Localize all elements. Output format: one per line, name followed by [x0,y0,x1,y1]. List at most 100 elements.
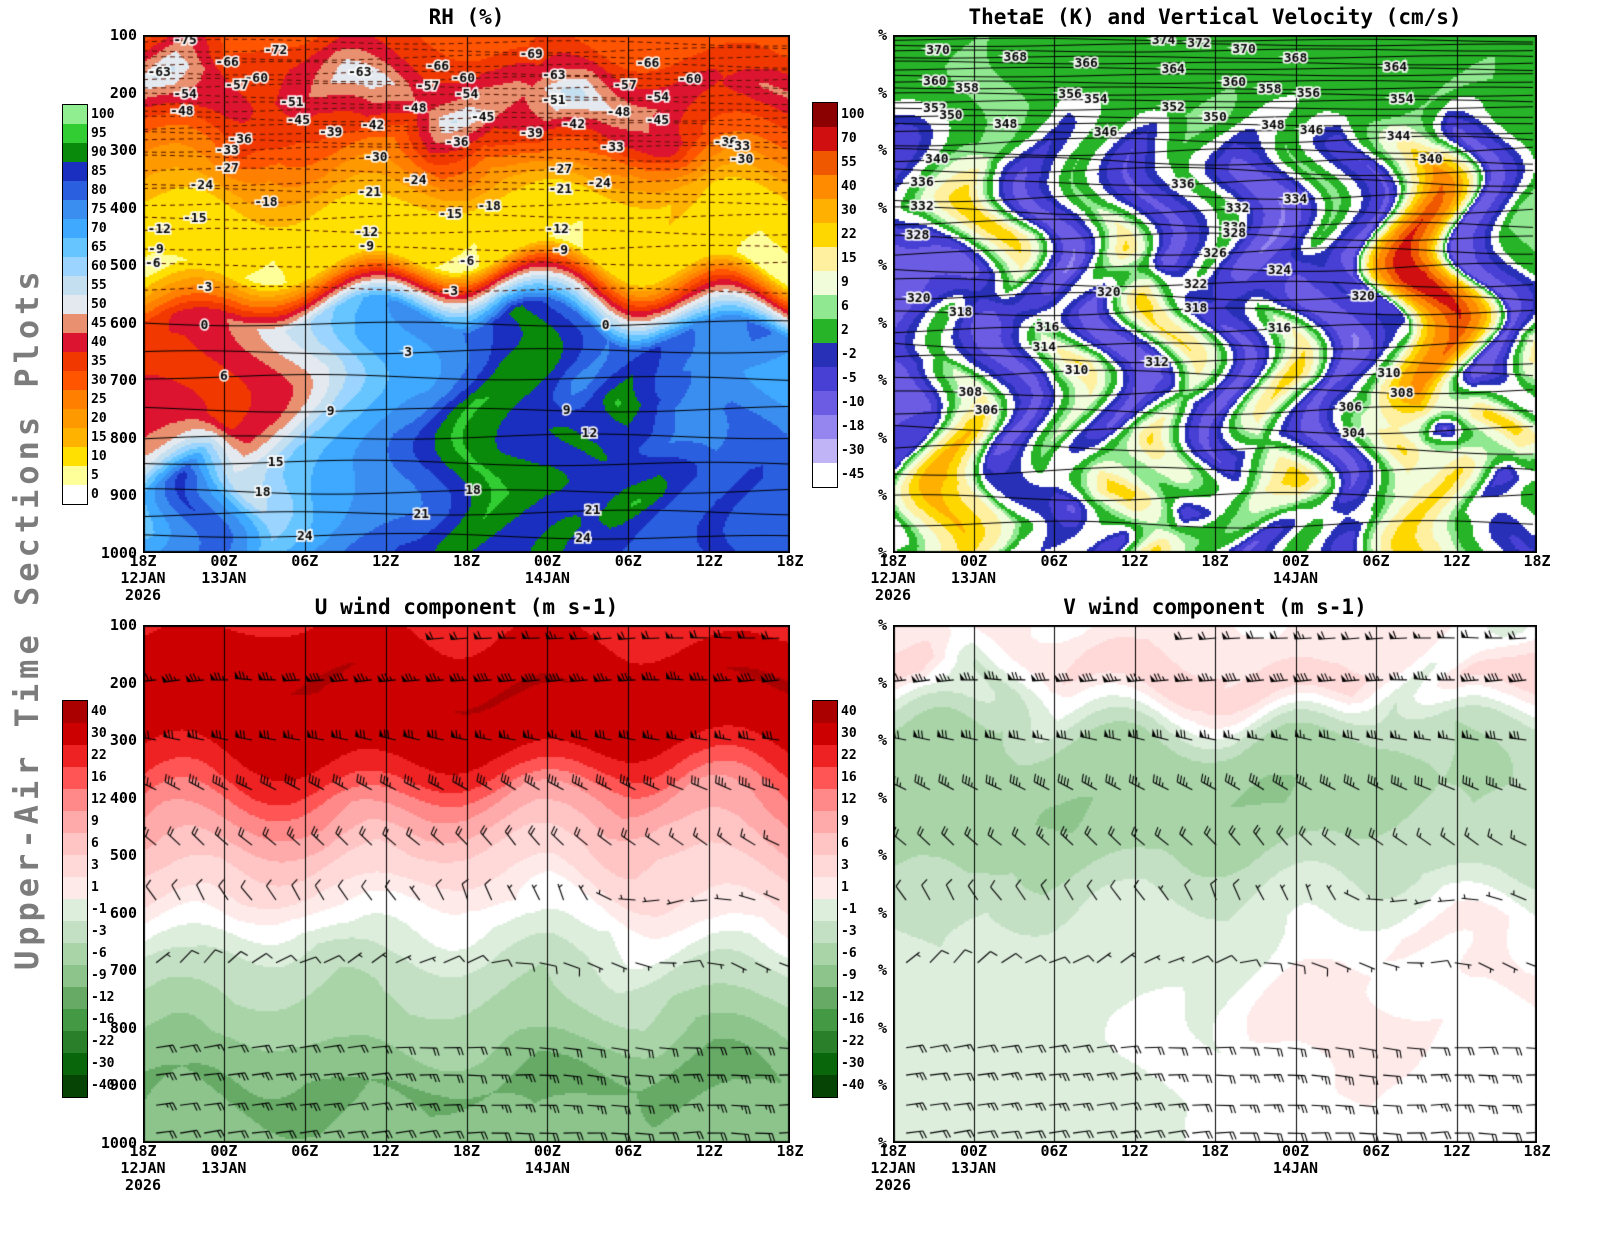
colorbar-cell [63,485,87,504]
colorbar-tick-label: -45 [841,467,865,482]
colorbar-cell [813,1009,837,1031]
colorbar-tick-label: -16 [91,1012,115,1027]
x-tick-time-label: 06Z [614,552,642,570]
x-tick-time-label: 18Z [776,1142,804,1160]
colorbar-cell [63,428,87,447]
colorbar-tick-label: 2 [841,323,849,338]
colorbar-cell [813,789,837,811]
colorbar-tick-label: 40 [91,334,107,350]
x-tick-time-label: 12Z [695,552,723,570]
y-tick-percent-label: % [877,1018,887,1037]
y-tick-pressure-label: 1000 [100,1134,137,1152]
vwind-percent-axis: %%%%%%%%%% [867,616,889,1152]
colorbar-tick-label: -3 [841,924,857,939]
x-tick-time-label: 12Z [372,1142,400,1160]
colorbar-tick-label: 80 [91,182,107,198]
colorbar-tick-label: 6 [841,299,849,314]
colorbar-cell [813,811,837,833]
y-tick-pressure-label: 600 [109,313,137,332]
x-tick-time-label: 06Z [1040,552,1068,570]
colorbar-tick-label: -1 [91,902,107,917]
colorbar-tick-label: -30 [91,1056,115,1071]
colorbar-cell [813,833,837,855]
y-tick-percent-label: % [877,486,887,505]
y-tick-percent-label: % [877,903,887,922]
y-tick-pressure-label: 200 [109,83,137,102]
vwind-panel-title: V wind component (m s-1) [1063,595,1367,619]
x-tick-time-label: 00Z 14JAN [524,552,570,587]
colorbar-cell [63,811,87,833]
colorbar-tick-label: 16 [841,770,857,785]
x-tick-time-label: 18Z 12JAN 2026 [870,552,916,604]
colorbar-tick-label: -3 [91,924,107,939]
colorbar-cell [63,352,87,371]
y-tick-percent-label: % [877,83,887,102]
x-tick-time-label: 18Z [1201,552,1229,570]
colorbar-cell [63,789,87,811]
y-tick-percent-label: % [877,1076,887,1095]
colorbar-cell [63,447,87,466]
colorbar-strip [812,700,838,1098]
x-tick-time-label: 06Z [614,1142,642,1160]
y-tick-pressure-label: 500 [109,256,137,275]
colorbar-tick-label: 100 [841,107,865,122]
y-tick-percent-label: % [877,1134,887,1152]
y-tick-percent-label: % [877,846,887,865]
colorbar-tick-label: 22 [841,748,857,763]
x-tick-time-label: 18Z 12JAN 2026 [120,552,166,604]
y-tick-pressure-label: 500 [109,846,137,865]
vwind-plot-canvas [893,625,1537,1143]
x-tick-time-label: 00Z 13JAN [201,1142,247,1177]
colorbar-cell [63,877,87,899]
y-tick-pressure-label: 800 [109,1018,137,1037]
colorbar-cell [813,943,837,965]
x-tick-time-label: 00Z 14JAN [524,1142,570,1177]
colorbar-cell [813,987,837,1009]
colorbar-strip [62,700,88,1098]
colorbar-tick-label: -2 [841,347,857,362]
colorbar-tick-label: -6 [841,946,857,961]
colorbar-cell [63,965,87,987]
colorbar-tick-label: 1 [841,880,849,895]
x-tick-time-label: 18Z 12JAN 2026 [120,1142,166,1194]
colorbar-tick-label: 30 [91,726,107,741]
x-tick-time-label: 12Z [372,552,400,570]
x-tick-time-label: 00Z 14JAN [1272,552,1319,587]
colorbar-cell [63,921,87,943]
y-tick-pressure-label: 700 [109,961,137,980]
colorbar-tick-label: 1 [91,880,99,895]
colorbar-cell [63,333,87,352]
x-tick-time-label: 06Z [291,1142,319,1160]
colorbar-cell [813,271,837,295]
colorbar-tick-label: 55 [91,277,107,293]
uwind-pressure-axis: 100 200 300 400 500 600 700 800 900 1000 [99,616,139,1152]
colorbar-cell [813,767,837,789]
y-tick-pressure-label: 800 [109,428,137,447]
colorbar-tick-label: 20 [91,410,107,426]
colorbar-tick-label: 100 [91,106,115,122]
colorbar-tick-label: 90 [91,144,107,160]
colorbar-cell [813,343,837,367]
colorbar-cell [63,723,87,745]
thetae-panel: ThetaE (K) and Vertical Velocity (cm/s) … [870,5,1550,604]
colorbar-tick-label: 5 [91,467,99,483]
thetae-plot-canvas [893,35,1537,553]
colorbar-cell [813,391,837,415]
colorbar-tick-label: -22 [91,1034,115,1049]
colorbar-cell [813,415,837,439]
colorbar-cell [813,463,837,487]
colorbar-cell [63,276,87,295]
colorbar-cell [63,701,87,723]
colorbar-cell [813,199,837,223]
colorbar-cell [63,200,87,219]
x-tick-time-label: 18Z [1201,1142,1229,1160]
colorbar-tick-label: 40 [841,179,857,194]
uwind-panel: U wind component (m s-1) 100 200 300 400 500… [101,595,804,1194]
vwind-time-axis: 18Z 12JAN 2026 00Z 13JAN 06Z 12Z 18Z 00Z 14JAN 06Z… [870,1142,1550,1215]
colorbar-cell [813,367,837,391]
colorbar-cell [63,219,87,238]
colorbar-tick-label: 25 [91,391,107,407]
colorbar-tick-label: -16 [841,1012,865,1027]
uwind-time-axis: 18Z 12JAN 2026 00Z 13JAN 06Z 12Z 18Z 00Z 14JAN 06Z… [120,1142,803,1215]
colorbar-tick-label: -12 [841,990,865,1005]
